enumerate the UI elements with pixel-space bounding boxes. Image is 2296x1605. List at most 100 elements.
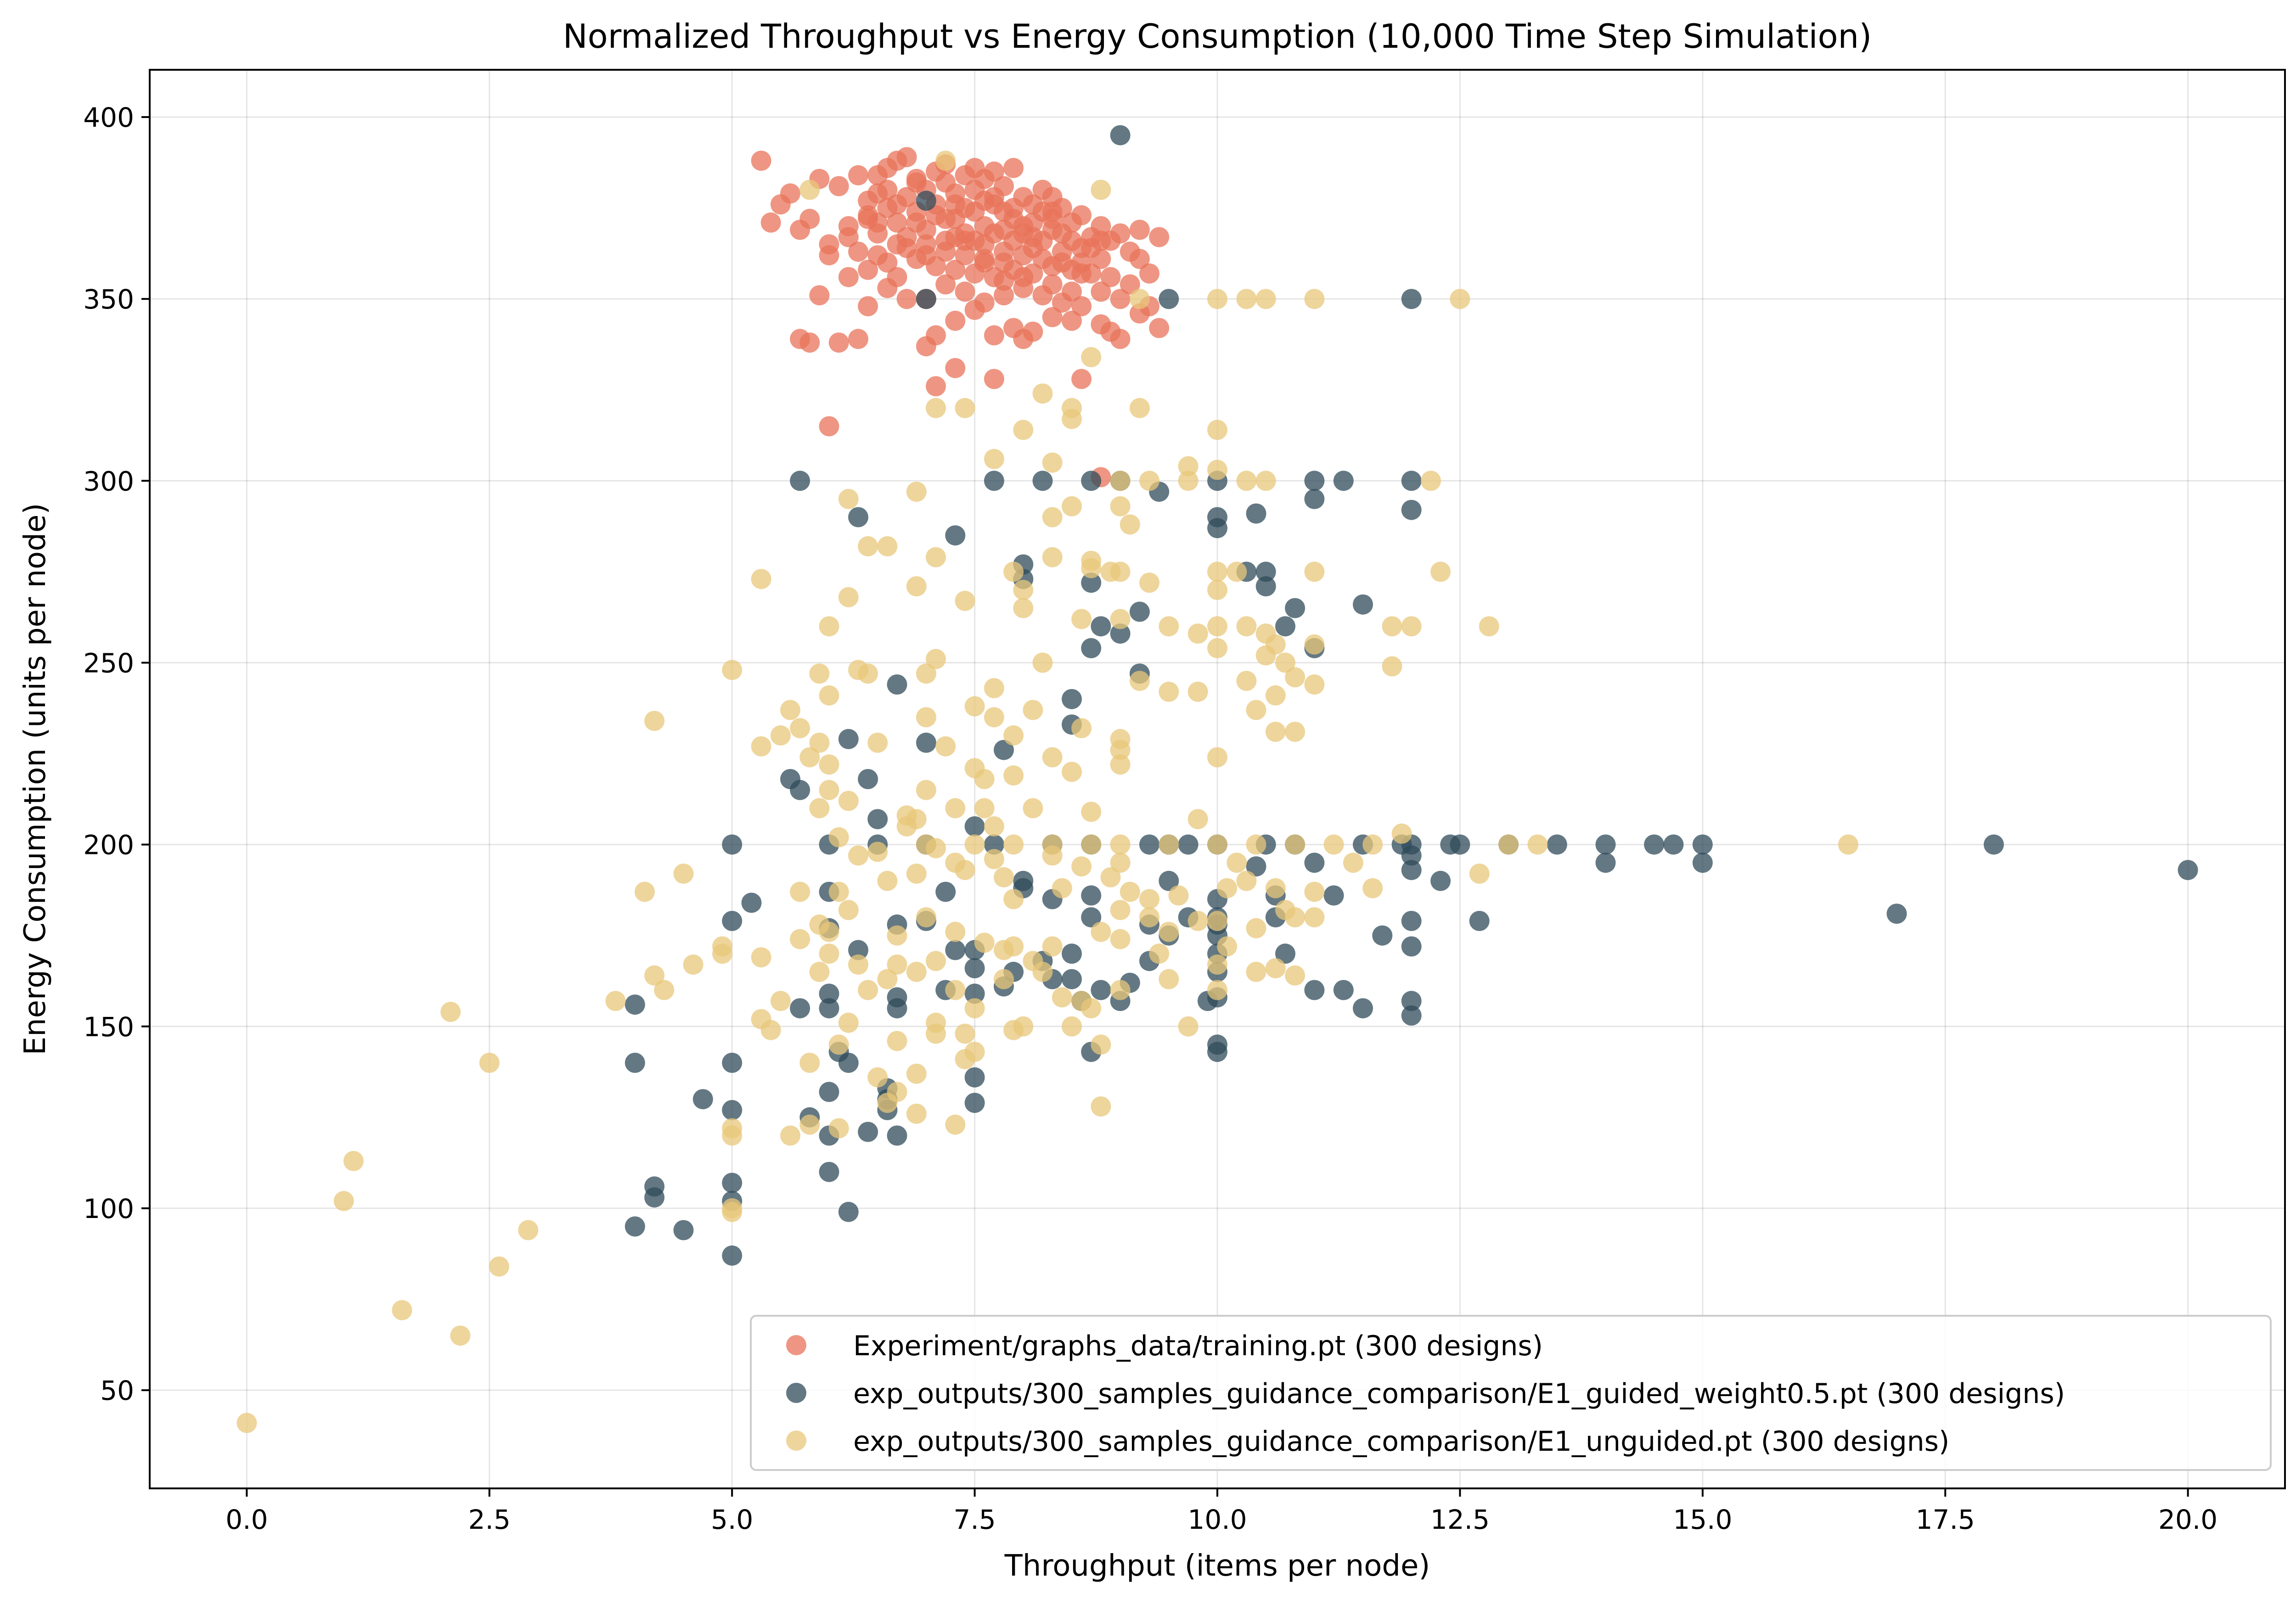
unguided-point	[1838, 834, 1858, 855]
guided-point	[1275, 943, 1295, 964]
unguided-point	[1013, 598, 1034, 618]
guided-point	[1081, 471, 1102, 491]
unguided-point	[1285, 907, 1306, 928]
guided-point	[1304, 980, 1325, 1000]
x-axis-label: Throughput (items per node)	[1004, 1549, 1430, 1583]
training-point	[1042, 274, 1063, 295]
guided-point	[1013, 870, 1034, 891]
unguided-point	[926, 547, 946, 567]
x-tick-label: 20.0	[2158, 1504, 2217, 1535]
unguided-point	[1285, 834, 1306, 855]
legend-marker-guided	[786, 1383, 806, 1403]
guided-point	[1129, 601, 1150, 622]
unguided-point	[1071, 718, 1092, 739]
training-point	[1013, 267, 1034, 287]
guided-point	[887, 1125, 907, 1146]
guided-point	[819, 998, 839, 1019]
unguided-point	[1003, 765, 1024, 786]
unguided-point	[1081, 802, 1102, 822]
unguided-point	[984, 849, 1004, 870]
unguided-point	[935, 736, 956, 757]
unguided-point	[1362, 834, 1383, 855]
training-point	[877, 252, 898, 273]
y-tick-label: 250	[83, 647, 134, 679]
guided-point	[858, 769, 878, 789]
unguided-point	[605, 991, 626, 1011]
guided-point	[1547, 834, 1567, 855]
unguided-point	[1207, 289, 1227, 309]
unguided-point	[809, 798, 830, 819]
guided-point	[673, 1220, 694, 1240]
guided-point	[984, 471, 1004, 491]
guided-point	[1304, 471, 1325, 491]
unguided-point	[955, 398, 975, 418]
unguided-point	[1401, 616, 1422, 637]
guided-point	[994, 740, 1014, 760]
guided-point	[916, 191, 936, 211]
training-point	[819, 245, 839, 266]
unguided-point	[1187, 911, 1208, 931]
unguided-point	[683, 954, 703, 975]
training-point	[1071, 205, 1092, 225]
unguided-point	[236, 1413, 257, 1433]
unguided-point	[1527, 834, 1548, 855]
guided-point	[1110, 125, 1131, 146]
training-point	[906, 212, 927, 233]
training-point	[1042, 187, 1063, 208]
training-point	[1071, 263, 1092, 284]
unguided-point	[1362, 878, 1383, 898]
unguided-point	[1129, 289, 1150, 309]
guided-point	[1246, 856, 1266, 877]
training-point	[828, 332, 849, 353]
unguided-point	[1265, 878, 1286, 898]
unguided-point	[712, 936, 732, 957]
x-tick-label: 5.0	[711, 1504, 753, 1535]
legend-marker-unguided	[786, 1431, 806, 1451]
guided-point	[1139, 834, 1159, 855]
training-point	[790, 329, 810, 349]
unguided-point	[1304, 561, 1325, 582]
unguided-point	[1265, 685, 1286, 706]
guided-point	[1595, 834, 1616, 855]
unguided-point	[799, 1053, 820, 1073]
training-point	[955, 281, 975, 302]
unguided-point	[819, 685, 839, 706]
training-point	[916, 336, 936, 357]
unguided-point	[964, 998, 985, 1019]
unguided-point	[1187, 623, 1208, 644]
guided-point	[1255, 561, 1276, 582]
guided-point	[848, 507, 868, 528]
unguided-point	[1110, 609, 1131, 629]
unguided-point	[489, 1256, 509, 1277]
guided-point	[964, 958, 985, 978]
unguided-point	[1110, 834, 1131, 855]
unguided-point	[1149, 943, 1170, 964]
training-point	[867, 212, 888, 233]
training-point	[1052, 223, 1072, 244]
unguided-point	[1023, 700, 1043, 720]
training-point	[838, 227, 859, 247]
unguided-point	[1304, 674, 1325, 695]
unguided-point	[1071, 856, 1092, 877]
guided-point	[625, 994, 645, 1015]
unguided-point	[1042, 547, 1063, 567]
guided-point	[1401, 289, 1422, 309]
training-point	[1110, 289, 1131, 309]
unguided-point	[799, 180, 820, 200]
unguided-point	[780, 700, 800, 720]
unguided-point	[1042, 452, 1063, 473]
unguided-point	[1091, 180, 1111, 200]
unguided-point	[848, 845, 868, 866]
unguided-point	[838, 488, 859, 509]
unguided-point	[1207, 460, 1227, 480]
unguided-point	[1081, 834, 1102, 855]
y-tick-label: 150	[83, 1011, 134, 1043]
unguided-point	[955, 860, 975, 881]
unguided-point	[916, 780, 936, 800]
guided-point	[819, 1162, 839, 1182]
training-point	[828, 176, 849, 196]
unguided-point	[858, 663, 878, 684]
guided-point	[1333, 471, 1354, 491]
y-axis-ticks: 50 100 150 200 250 300 350 400	[83, 102, 150, 1406]
unguided-point	[760, 1020, 781, 1040]
